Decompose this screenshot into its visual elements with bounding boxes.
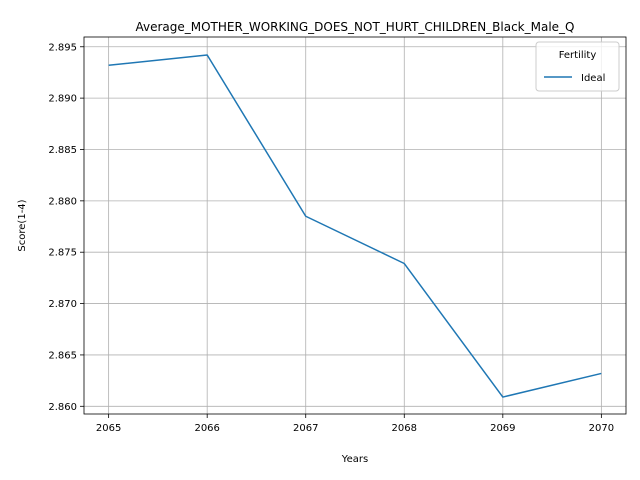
x-tick-label: 2070 [589, 423, 614, 434]
y-tick-label: 2.880 [48, 196, 77, 207]
legend-title: Fertility [559, 50, 597, 61]
y-tick-label: 2.890 [48, 94, 77, 105]
y-tick-label: 2.860 [48, 402, 77, 413]
grid-lines [84, 37, 626, 414]
legend: Fertility Ideal [535, 41, 620, 92]
x-tick-label: 2066 [194, 423, 219, 434]
y-tick-label: 2.870 [48, 299, 77, 310]
legend-box [535, 41, 620, 92]
x-tick-label: 2069 [490, 423, 515, 434]
series-line-ideal [108, 54, 602, 398]
y-tick-label: 2.875 [48, 248, 77, 259]
y-tick-label: 2.895 [48, 42, 77, 53]
x-axis-ticks: 2065 2066 2067 2068 2069 2070 [96, 414, 614, 434]
x-axis-title: Years [341, 454, 368, 465]
legend-entries: Ideal [544, 73, 605, 84]
series-lines [108, 54, 602, 398]
y-axis-ticks: 2.860 2.865 2.870 2.875 2.880 2.885 2.890 2.895 [48, 42, 84, 413]
x-tick-label: 2068 [392, 423, 417, 434]
chart-title: Average_MOTHER_WORKING_DOES_NOT_HURT_CHI… [135, 20, 574, 34]
legend-label: Ideal [581, 73, 605, 84]
y-axis-title: Score(1-4) [17, 199, 28, 251]
x-tick-label: 2067 [293, 423, 318, 434]
y-tick-label: 2.885 [48, 145, 77, 156]
y-tick-label: 2.865 [48, 350, 77, 361]
x-tick-label: 2065 [96, 423, 121, 434]
plot-area-frame [83, 36, 627, 415]
